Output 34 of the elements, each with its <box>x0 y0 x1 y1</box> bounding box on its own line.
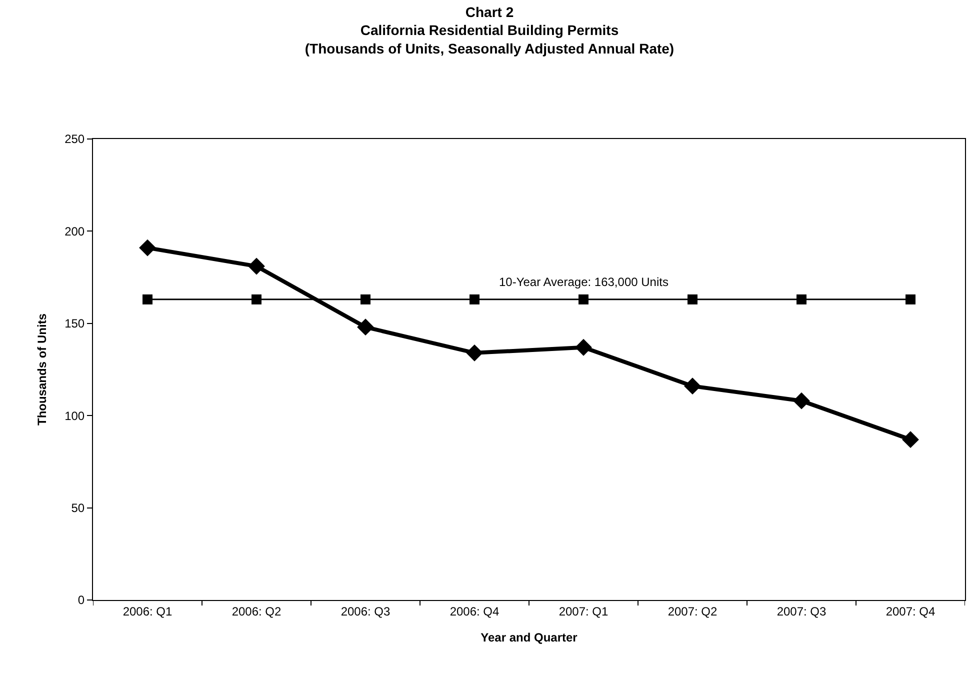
point <box>906 294 916 304</box>
x-tick-label: 2007: Q2 <box>668 604 718 618</box>
x-tick-label: 2006: Q4 <box>450 604 500 618</box>
x-tick-label: 2007: Q4 <box>886 604 936 618</box>
point <box>688 294 698 304</box>
point <box>139 239 156 256</box>
x-tick-label: 2006: Q1 <box>122 604 173 618</box>
point <box>578 294 588 304</box>
point <box>470 294 480 304</box>
point <box>684 378 701 395</box>
annotation: 10-Year Average: 163,000 Units <box>499 275 668 289</box>
x-tick-label: 2007: Q1 <box>558 604 609 618</box>
point <box>793 392 810 410</box>
y-tick-label: 100 <box>64 408 85 423</box>
point <box>902 431 919 448</box>
y-tick-label: 150 <box>64 316 85 331</box>
x-axis-title: Year and Quarter <box>480 630 578 644</box>
point <box>248 258 265 275</box>
point <box>142 294 152 304</box>
y-tick-label: 0 <box>78 593 85 608</box>
x-tick-label: 2006: Q3 <box>340 604 391 618</box>
y-tick-label: 200 <box>64 224 85 238</box>
y-tick-label: 50 <box>71 501 85 515</box>
x-tick-label: 2007: Q3 <box>776 604 827 618</box>
x-tick-label: 2006: Q2 <box>232 604 282 618</box>
point <box>796 294 806 304</box>
y-axis-title: Thousands of Units <box>34 313 49 426</box>
point <box>466 344 483 362</box>
point <box>575 338 592 356</box>
point <box>252 294 262 304</box>
point <box>360 294 370 304</box>
point <box>357 318 374 336</box>
chart-title: Chart 2 California Residential Building Permits (Thousands of Units, Seasonally Adjusted Annual Rate) <box>304 4 674 56</box>
y-tick-label: 250 <box>64 132 85 146</box>
